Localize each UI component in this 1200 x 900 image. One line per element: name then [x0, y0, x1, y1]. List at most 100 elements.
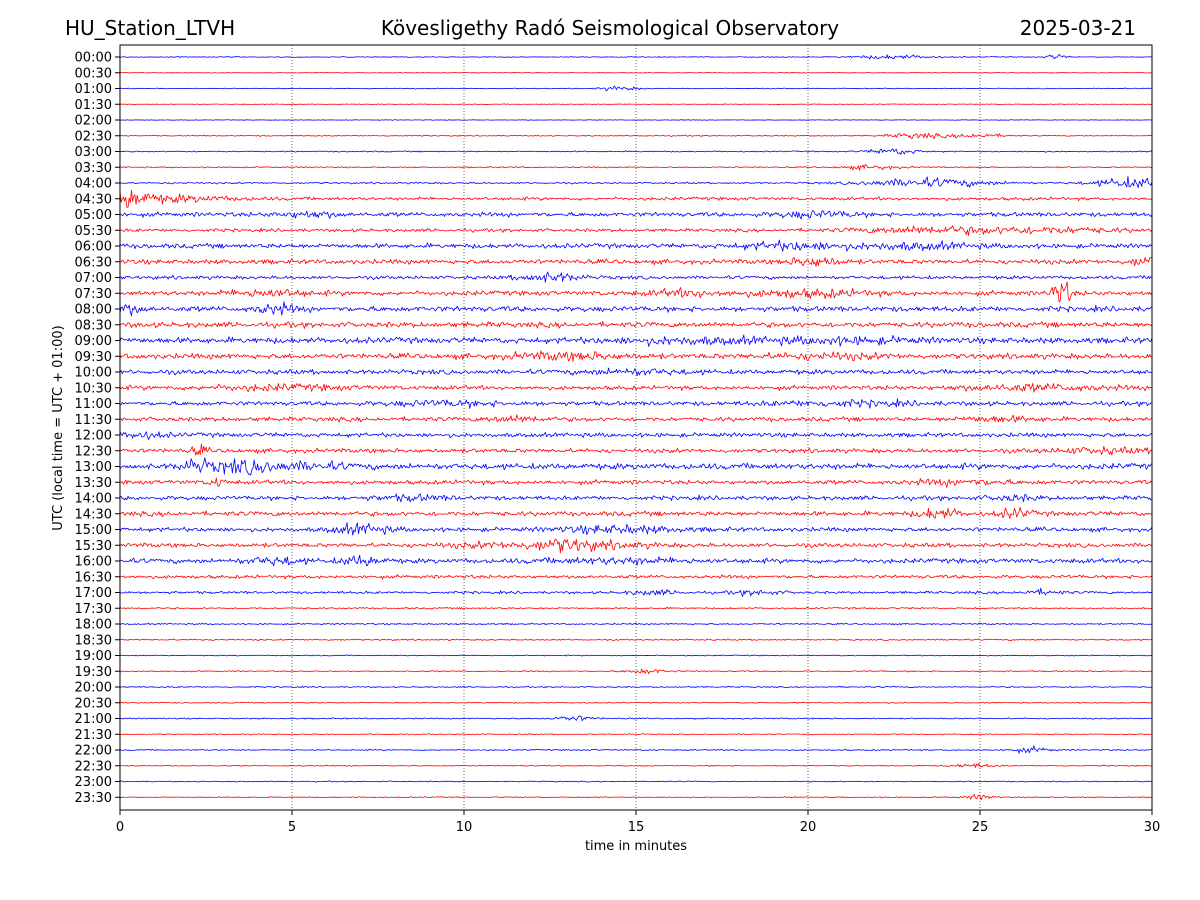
y-tick-label: 23:00 — [75, 775, 112, 790]
y-tick-label: 15:30 — [75, 539, 112, 554]
y-tick-label: 20:30 — [75, 696, 112, 711]
x-tick-label: 10 — [456, 820, 473, 835]
trace-row-2130 — [119, 733, 1153, 736]
y-tick-label: 00:00 — [75, 51, 112, 66]
station-name: HU_Station_LTVH — [65, 16, 235, 40]
y-tick-label: 01:30 — [75, 98, 112, 113]
trace-row-2000 — [119, 685, 1153, 689]
y-tick-label: 20:00 — [75, 681, 112, 696]
trace-row-0500 — [119, 210, 1153, 220]
trace-row-1130 — [119, 414, 1153, 423]
x-tick-labels: 0 5 10 15 20 25 30 — [116, 810, 1160, 835]
seismic-traces — [119, 53, 1153, 801]
x-tick-label: 0 — [116, 820, 124, 835]
y-tick-label: 17:00 — [75, 586, 112, 601]
y-tick-label: 06:00 — [75, 240, 112, 255]
trace-row-1700 — [119, 587, 1153, 597]
x-axis-label: time in minutes — [585, 839, 687, 854]
y-tick-label: 16:00 — [75, 555, 112, 570]
y-tick-label: 15:00 — [75, 523, 112, 538]
y-tick-label: 08:30 — [75, 318, 112, 333]
y-tick-label: 07:30 — [75, 287, 112, 302]
trace-row-0830 — [119, 320, 1153, 329]
y-tick-label: 03:30 — [75, 161, 112, 176]
y-tick-label: 09:00 — [75, 334, 112, 349]
trace-row-1500 — [119, 522, 1153, 536]
trace-row-2200 — [119, 745, 1153, 754]
y-tick-label: 08:00 — [75, 303, 112, 318]
trace-row-1400 — [119, 493, 1153, 503]
trace-row-0530 — [119, 225, 1153, 236]
trace-row-1300 — [119, 457, 1153, 476]
y-tick-label: 19:00 — [75, 649, 112, 664]
y-tick-label: 02:00 — [75, 114, 112, 129]
trace-row-1100 — [119, 398, 1153, 409]
y-tick-label: 10:30 — [75, 381, 112, 396]
y-tick-label: 11:30 — [75, 413, 112, 428]
y-tick-label: 13:30 — [75, 476, 112, 491]
trace-row-0800 — [119, 301, 1153, 317]
x-tick-label: 5 — [288, 820, 296, 835]
y-tick-label: 18:30 — [75, 633, 112, 648]
trace-row-1200 — [119, 431, 1153, 440]
trace-row-0400 — [119, 176, 1153, 189]
y-tick-label: 11:00 — [75, 397, 112, 412]
y-tick-label: 23:30 — [75, 791, 112, 806]
y-tick-label: 12:00 — [75, 429, 112, 444]
y-tick-label: 22:30 — [75, 759, 112, 774]
trace-row-0600 — [119, 239, 1153, 252]
trace-row-1830 — [119, 638, 1153, 642]
y-tick-label: 05:30 — [75, 224, 112, 239]
plot-frame — [119, 44, 1153, 811]
trace-row-0030 — [119, 71, 1153, 74]
trace-row-2030 — [119, 701, 1153, 704]
y-tick-label: 03:00 — [75, 145, 112, 160]
x-tick-label: 20 — [800, 820, 817, 835]
y-tick-label: 10:00 — [75, 366, 112, 381]
trace-row-1630 — [119, 574, 1153, 580]
y-tick-label: 02:30 — [75, 129, 112, 144]
trace-row-2300 — [119, 780, 1153, 783]
trace-row-1600 — [119, 554, 1153, 567]
y-tick-labels: 00:0000:3001:0001:3002:0002:3003:0003:30… — [75, 51, 120, 806]
x-tick-label: 30 — [1144, 820, 1161, 835]
y-tick-label: 18:00 — [75, 618, 112, 633]
y-tick-label: 12:30 — [75, 444, 112, 459]
chart-date: 2025-03-21 — [1020, 16, 1136, 40]
trace-row-1930 — [119, 668, 1153, 675]
x-tick-label: 25 — [972, 820, 989, 835]
y-tick-label: 09:30 — [75, 350, 112, 365]
y-tick-label: 19:30 — [75, 665, 112, 680]
y-tick-label: 13:00 — [75, 460, 112, 475]
trace-row-0730 — [119, 281, 1153, 303]
y-tick-label: 16:30 — [75, 570, 112, 585]
y-tick-label: 21:30 — [75, 728, 112, 743]
trace-row-1800 — [119, 622, 1153, 626]
trace-row-1530 — [119, 538, 1153, 554]
y-tick-label: 22:00 — [75, 744, 112, 759]
y-tick-label: 04:30 — [75, 192, 112, 207]
chart-title: Kövesligethy Radó Seismological Observat… — [381, 16, 839, 40]
trace-row-2330 — [119, 793, 1153, 801]
trace-row-0330 — [119, 163, 1153, 171]
trace-row-2100 — [119, 715, 1153, 722]
trace-row-1030 — [119, 382, 1153, 393]
trace-row-1730 — [119, 606, 1153, 610]
trace-row-0900 — [119, 334, 1153, 347]
trace-row-0430 — [119, 189, 1153, 208]
y-axis-label: UTC (local time = UTC + 01:00) — [51, 325, 66, 530]
y-tick-label: 17:30 — [75, 602, 112, 617]
trace-row-1000 — [119, 367, 1153, 377]
trace-row-0230 — [119, 132, 1153, 140]
y-tick-label: 14:00 — [75, 492, 112, 507]
trace-row-0700 — [119, 271, 1153, 283]
trace-row-0130 — [119, 103, 1153, 106]
x-tick-label: 15 — [628, 820, 645, 835]
trace-row-1230 — [119, 443, 1153, 456]
trace-row-0930 — [119, 350, 1153, 362]
trace-row-0200 — [119, 119, 1153, 121]
trace-row-0000 — [119, 53, 1153, 60]
trace-row-0100 — [119, 85, 1153, 92]
trace-row-1330 — [119, 477, 1153, 488]
